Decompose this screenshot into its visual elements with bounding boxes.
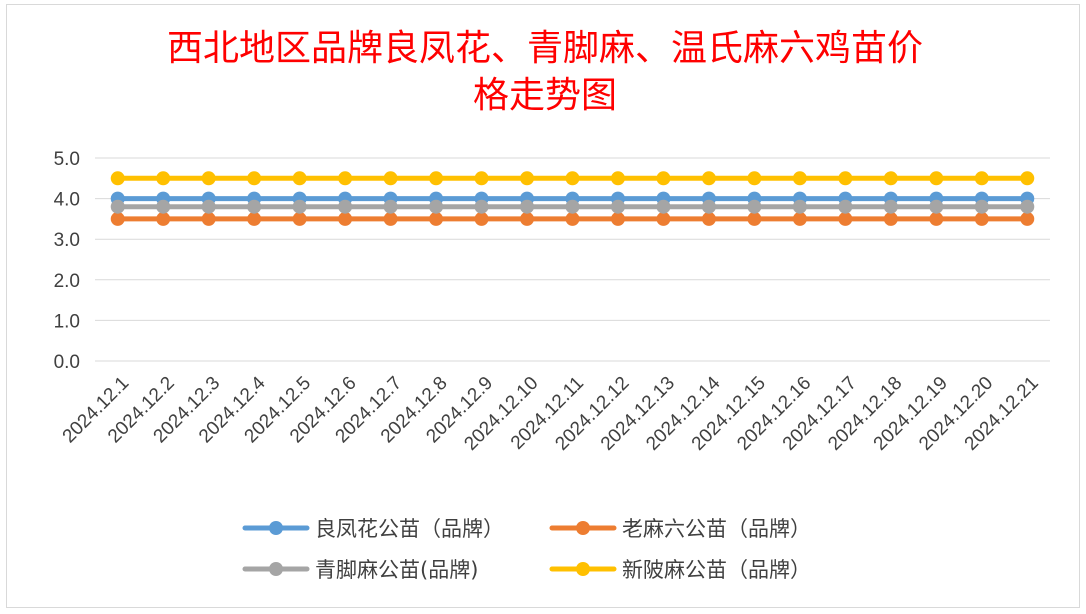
data-point <box>247 199 262 214</box>
legend-label: 青脚麻公苗(品牌) <box>315 558 478 582</box>
legend-swatch-marker <box>269 521 283 535</box>
y-tick-label: 5.0 <box>54 149 80 170</box>
data-point <box>156 199 171 214</box>
y-tick-label: 0.0 <box>54 352 80 373</box>
series-4 <box>110 171 1035 186</box>
series-3 <box>110 199 1035 214</box>
legend-label: 良凤花公苗（品牌） <box>315 517 504 541</box>
data-point <box>792 199 807 214</box>
data-point <box>520 171 535 186</box>
legend-label: 老麻六公苗（品牌） <box>622 517 811 541</box>
data-point <box>792 171 807 186</box>
data-point <box>383 199 398 214</box>
x-axis: 2024.12.12024.12.22024.12.32024.12.42024… <box>59 372 1043 454</box>
data-point <box>565 211 580 226</box>
data-point <box>656 199 671 214</box>
data-point <box>110 211 125 226</box>
data-point <box>201 199 216 214</box>
chart-title-line-2: 格走势图 <box>473 75 617 116</box>
data-point <box>520 199 535 214</box>
data-point <box>610 211 625 226</box>
data-point <box>838 199 853 214</box>
series-2 <box>110 211 1035 226</box>
series-group <box>110 171 1035 226</box>
data-point <box>929 171 944 186</box>
data-point <box>156 171 171 186</box>
data-point <box>974 211 989 226</box>
gridlines <box>95 157 1050 362</box>
data-point <box>1020 211 1035 226</box>
data-point <box>383 211 398 226</box>
data-point <box>338 171 353 186</box>
data-point <box>429 211 444 226</box>
data-point <box>792 211 807 226</box>
data-point <box>929 199 944 214</box>
data-point <box>474 211 489 226</box>
legend-entry: 青脚麻公苗(品牌) <box>242 558 478 582</box>
legend-entry: 良凤花公苗（品牌） <box>242 517 504 541</box>
data-point <box>838 211 853 226</box>
data-point <box>747 199 762 214</box>
data-point <box>656 171 671 186</box>
data-point <box>883 171 898 186</box>
chart-frame <box>6 4 1080 608</box>
data-point <box>747 171 762 186</box>
legend: 良凤花公苗（品牌） 老麻六公苗（品牌） 青脚麻公苗(品牌) 新陂麻公苗（品牌） <box>242 517 811 582</box>
legend-swatch-marker <box>576 562 590 576</box>
data-point <box>292 171 307 186</box>
legend-label: 新陂麻公苗（品牌） <box>622 558 811 582</box>
data-point <box>883 199 898 214</box>
data-point <box>474 199 489 214</box>
chart-title-line-1: 西北地区品牌良凤花、青脚麻、温氏麻六鸡苗价 <box>167 28 923 69</box>
data-point <box>292 199 307 214</box>
data-point <box>1020 171 1035 186</box>
data-point <box>110 199 125 214</box>
data-point <box>610 199 625 214</box>
data-point <box>701 171 716 186</box>
data-point <box>338 211 353 226</box>
data-point <box>429 171 444 186</box>
data-point <box>610 171 625 186</box>
data-point <box>1020 199 1035 214</box>
data-point <box>974 171 989 186</box>
data-point <box>247 211 262 226</box>
data-point <box>201 211 216 226</box>
y-tick-label: 3.0 <box>54 230 80 251</box>
data-point <box>338 199 353 214</box>
y-axis: 0.0 1.0 2.0 3.0 4.0 5.0 <box>54 149 80 373</box>
data-point <box>656 211 671 226</box>
data-point <box>929 211 944 226</box>
data-point <box>474 171 489 186</box>
data-point <box>974 199 989 214</box>
data-point <box>110 171 125 186</box>
data-point <box>883 211 898 226</box>
data-point <box>292 211 307 226</box>
data-point <box>565 171 580 186</box>
data-point <box>429 199 444 214</box>
data-point <box>156 211 171 226</box>
data-point <box>383 171 398 186</box>
data-point <box>701 211 716 226</box>
data-point <box>520 211 535 226</box>
y-tick-label: 4.0 <box>54 190 80 211</box>
legend-entry: 新陂麻公苗（品牌） <box>549 558 811 582</box>
data-point <box>747 211 762 226</box>
data-point <box>838 171 853 186</box>
y-tick-label: 1.0 <box>54 311 80 332</box>
data-point <box>701 199 716 214</box>
legend-swatch-marker <box>269 562 283 576</box>
legend-swatch-marker <box>576 521 590 535</box>
legend-entry: 老麻六公苗（品牌） <box>549 517 811 541</box>
y-tick-label: 2.0 <box>54 271 80 292</box>
data-point <box>201 171 216 186</box>
data-point <box>247 171 262 186</box>
data-point <box>565 199 580 214</box>
